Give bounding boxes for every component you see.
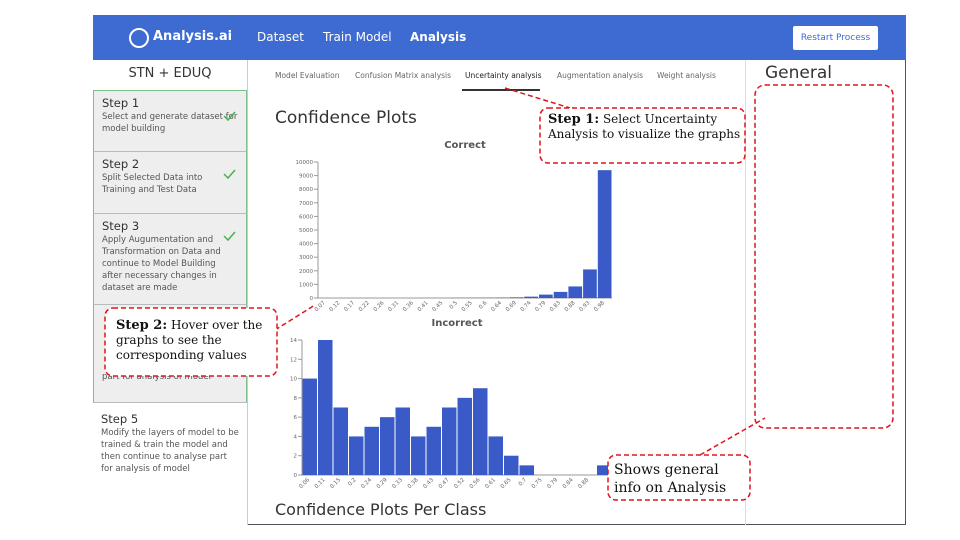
bar [519, 465, 534, 475]
bar [597, 465, 612, 475]
callout-text: Hover over the graphs to see the corresp… [116, 318, 263, 362]
bar [539, 294, 553, 298]
callout: Step 1: Select Uncertainty Analysis to v… [548, 112, 743, 142]
nav-item[interactable]: Dataset [257, 30, 304, 44]
bar [524, 296, 538, 298]
bar [302, 378, 317, 475]
bar [568, 286, 583, 298]
y-tick-label: 6 [294, 415, 298, 421]
step-text: Apply Augumentation and Transformation o… [102, 235, 221, 293]
bar [333, 407, 348, 475]
tab[interactable]: Uncertainty analysis [465, 71, 542, 80]
y-tick-label: 4000 [299, 242, 313, 248]
tab[interactable]: Model Evaluation [275, 71, 340, 80]
callout: Shows general info on Analysis [614, 461, 744, 497]
step-title: Step 2 [102, 157, 140, 171]
y-tick-label: 0 [310, 296, 314, 302]
x-tick-label: 0.5 [449, 300, 460, 311]
y-tick-label: 1000 [299, 282, 313, 288]
bar [426, 426, 441, 475]
tab[interactable]: Confusion Matrix analysis [355, 71, 452, 80]
bar [457, 397, 472, 475]
y-tick-label: 6000 [299, 214, 313, 220]
general-panel: If the confidence distribution plot for … [745, 60, 901, 525]
y-tick-label: 4 [294, 434, 298, 440]
callout: Step 2: Hover over the graphs to see the… [116, 318, 276, 363]
y-tick-label: 8 [294, 396, 298, 402]
tab[interactable]: Weight analysis [657, 71, 716, 80]
bar [473, 388, 488, 475]
x-tick-label: 0.7 [518, 477, 529, 488]
y-tick-label: 12 [290, 357, 297, 363]
callout-label: Step 2: [116, 318, 168, 333]
bar [349, 436, 364, 475]
bar [488, 436, 503, 475]
step[interactable]: Step 2 Split Selected Data into Training … [93, 152, 247, 214]
bar [318, 340, 333, 475]
step[interactable]: Step 1 Select and generate dataset for mo… [93, 90, 247, 152]
y-tick-label: 10000 [296, 160, 314, 166]
bar [597, 170, 612, 298]
y-tick-label: 8000 [299, 187, 313, 193]
step-title: Step 3 [102, 219, 140, 233]
subheading: Confidence Plots Per Class [275, 500, 487, 519]
y-tick-label: 5000 [299, 228, 313, 234]
bar [395, 407, 410, 475]
bar [380, 417, 395, 475]
sidebar-title: STN + EDUQ [128, 66, 212, 81]
chart-title: Incorrect [432, 318, 483, 329]
top-nav [93, 15, 906, 60]
bar [583, 269, 597, 298]
nav-item[interactable]: Train Model [323, 30, 392, 44]
step-text: part for analysis of model [102, 372, 212, 382]
nav-item[interactable]: Analysis [410, 30, 467, 44]
logo: Analysis.ai [153, 29, 233, 44]
step-text: Split Selected Data into Training and Te… [102, 173, 203, 195]
tab[interactable]: Augmentation analysis [557, 71, 643, 80]
x-tick-label: 0.2 [347, 477, 357, 487]
restart-button[interactable]: Restart Process [793, 26, 878, 50]
step-title: Step 5 [101, 412, 139, 426]
y-tick-label: 9000 [299, 174, 313, 180]
step-text: Select and generate dataset for model bu… [102, 112, 238, 134]
bar [504, 455, 519, 475]
callout-label: Step 1: [548, 112, 600, 127]
y-tick-label: 3000 [299, 255, 313, 261]
callout-text: Shows general info on Analysis [614, 462, 727, 496]
y-tick-label: 2 [294, 454, 298, 460]
bar [553, 291, 568, 298]
y-tick-label: 0 [294, 473, 298, 479]
step-text: Modify the layers of model to be trained… [101, 428, 239, 474]
y-tick-label: 7000 [299, 201, 313, 207]
step[interactable]: Step 3 Apply Augumentation and Transforma… [93, 214, 247, 305]
bar [411, 436, 426, 475]
y-tick-label: 14 [290, 338, 297, 344]
bar [364, 426, 379, 475]
heading: Confidence Plots [275, 108, 417, 128]
callout-text: Select Uncertainty Analysis to visualize… [548, 112, 741, 141]
step-title: Step 1 [102, 96, 140, 110]
bar [509, 297, 524, 298]
y-tick-label: 2000 [299, 269, 313, 275]
bar [442, 407, 457, 475]
step[interactable]: Step 5 Modify the layers of model to be t… [93, 403, 247, 498]
y-tick-label: 10 [290, 377, 297, 383]
chart-title: Correct [444, 140, 486, 151]
x-tick-label: 0.6 [478, 300, 489, 311]
general-title: General [765, 63, 832, 83]
